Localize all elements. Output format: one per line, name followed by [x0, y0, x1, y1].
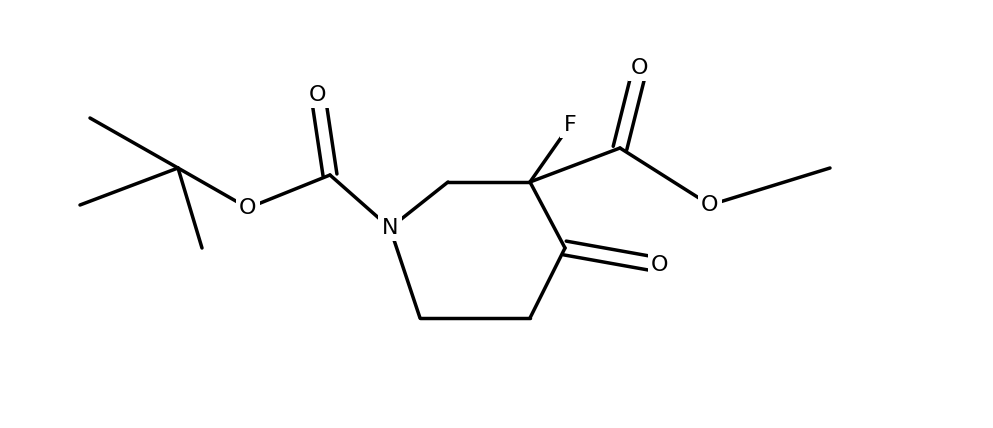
Text: N: N [381, 218, 398, 238]
Text: O: O [239, 198, 257, 218]
Text: F: F [564, 115, 576, 135]
Text: O: O [651, 255, 668, 275]
Text: O: O [701, 195, 719, 215]
Text: O: O [309, 85, 327, 105]
Text: O: O [632, 58, 648, 78]
